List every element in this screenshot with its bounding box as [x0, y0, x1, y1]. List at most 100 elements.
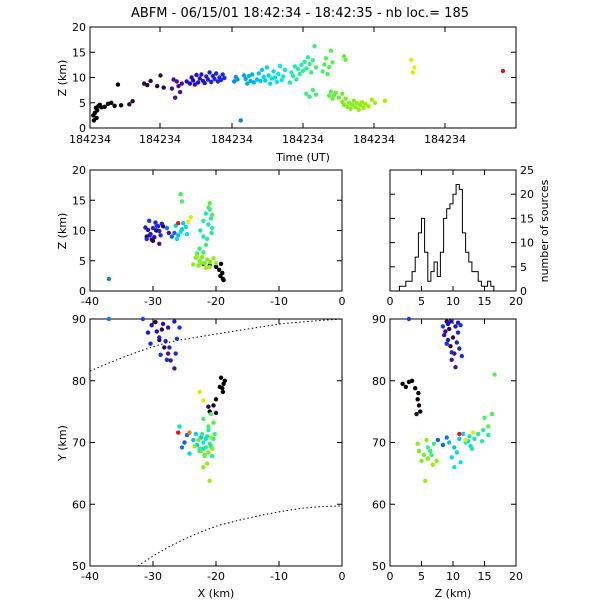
z-vs-time-point	[328, 48, 334, 53]
z-vs-time-point	[289, 70, 294, 75]
y-vs-z-point	[454, 340, 459, 345]
z-histogram-xtick-label: 20	[509, 295, 523, 308]
y-vs-z-ytick-label: 90	[372, 313, 386, 326]
z-vs-time-point	[148, 78, 153, 84]
z-vs-time-point	[312, 44, 317, 49]
z-vs-x-point	[198, 261, 204, 266]
z-vs-x-point	[201, 218, 206, 223]
z-vs-time-point	[282, 67, 288, 73]
y-vs-x-point	[187, 451, 192, 456]
y-vs-z-point	[449, 455, 454, 460]
z-vs-x-point	[221, 277, 226, 283]
z-vs-x-axes: 0 5 10 15 20 -40 -30 -20 -10 0	[72, 164, 346, 308]
z-vs-time-ytick-label: 0	[79, 122, 86, 135]
y-vs-x-xtick-label: -20	[207, 570, 225, 583]
z-vs-time-point	[241, 73, 247, 78]
y-vs-z-point	[413, 386, 418, 391]
y-vs-x-point	[222, 378, 227, 383]
z-vs-time-point	[322, 62, 327, 67]
z-vs-time-point	[209, 79, 214, 85]
y-vs-x-point	[154, 329, 159, 334]
z-vs-time-point	[336, 95, 342, 100]
z-vs-x-point	[164, 225, 170, 231]
y-vs-z-point	[457, 436, 462, 441]
z-histogram-bin	[428, 281, 431, 291]
y-vs-z-point	[400, 381, 405, 386]
y-vs-x-point	[210, 453, 215, 459]
z-vs-time-panel: 0 5 10 15 20 184234 184234 184234 184234 184234 18…	[56, 21, 517, 164]
z-vs-time-point	[366, 104, 371, 109]
z-histogram-xtick-label: 15	[478, 295, 492, 308]
z-vs-time-point	[343, 57, 348, 62]
z-histogram-ytick-label: 0	[520, 285, 527, 298]
z-vs-time-point	[232, 79, 237, 84]
z-vs-x-point	[202, 261, 207, 266]
y-vs-x-point	[172, 319, 177, 324]
y-vs-z-xtick-label: 10	[446, 570, 460, 583]
z-vs-x-point	[157, 228, 162, 234]
y-vs-x-point	[106, 316, 112, 322]
y-vs-x-point	[176, 430, 181, 435]
y-vs-x-xtick-label: -30	[144, 570, 162, 583]
z-vs-time-point	[353, 105, 358, 110]
y-vs-z-point	[471, 430, 476, 435]
z-vs-time-point	[109, 100, 114, 106]
y-vs-x-point	[193, 431, 198, 437]
z-vs-time-point	[268, 81, 273, 86]
z-vs-time-xtick-label: 184234	[353, 133, 395, 146]
z-vs-time-point	[302, 59, 307, 64]
y-vs-x-point	[203, 445, 209, 450]
z-vs-time-point	[354, 101, 360, 106]
z-vs-x-point	[203, 242, 209, 248]
y-vs-z-point	[450, 335, 456, 340]
y-vs-z-point	[455, 330, 461, 335]
z-vs-time-frame	[89, 26, 517, 129]
y-vs-z-point	[452, 465, 457, 470]
z-vs-time-point	[287, 80, 293, 85]
z-vs-x-point	[213, 264, 219, 269]
z-vs-time-point	[207, 70, 212, 75]
z-vs-x-point	[183, 224, 188, 230]
y-vs-z-point	[492, 372, 497, 377]
y-vs-z-point	[448, 344, 453, 349]
y-vs-z-point	[452, 445, 457, 450]
y-vs-x-point	[212, 431, 217, 437]
z-vs-x-xtick-label: -10	[270, 295, 288, 308]
y-vs-z-xtick-label: 0	[387, 570, 394, 583]
y-vs-x-point	[182, 440, 187, 445]
z-histogram-bin	[453, 194, 456, 291]
z-vs-time-point	[408, 57, 414, 62]
z-vs-time-point	[266, 73, 271, 78]
y-vs-x-ylabel: Y (km)	[56, 425, 69, 462]
y-vs-z-point	[409, 378, 415, 383]
z-vs-time-point	[263, 78, 268, 83]
z-vs-time-point	[205, 77, 211, 82]
z-vs-time-point	[173, 95, 178, 100]
z-vs-x-point	[207, 201, 212, 206]
z-vs-x-point	[144, 236, 149, 242]
z-histogram-bin	[403, 286, 406, 291]
z-vs-time-point	[174, 79, 179, 84]
y-vs-z-point	[419, 458, 424, 464]
y-vs-x-point	[165, 325, 171, 330]
y-vs-z-point	[403, 384, 408, 390]
z-vs-time-point	[361, 105, 366, 111]
y-vs-x-point	[211, 403, 216, 408]
y-vs-z-point	[454, 450, 459, 455]
z-histogram-ytick-label: 5	[520, 261, 527, 274]
y-vs-x-point	[167, 345, 172, 350]
z-vs-time-point	[325, 71, 330, 77]
z-vs-time-point	[251, 80, 256, 85]
z-vs-x-panel: 0 5 10 15 20 -40 -30 -20 -10 0 Z (km)	[56, 164, 346, 308]
y-vs-z-point	[435, 437, 441, 443]
y-vs-x-ytick-label: 50	[72, 560, 86, 573]
y-vs-z-point	[414, 411, 419, 417]
z-vs-time-point	[323, 56, 329, 61]
y-vs-x-xtick-label: 0	[339, 570, 346, 583]
y-vs-x-point	[177, 325, 182, 330]
y-vs-z-point	[482, 415, 487, 420]
y-vs-z-ytick-label: 60	[372, 498, 386, 511]
y-vs-x-point	[191, 437, 196, 443]
z-vs-time-point	[199, 72, 204, 77]
z-vs-time-point	[169, 86, 175, 91]
